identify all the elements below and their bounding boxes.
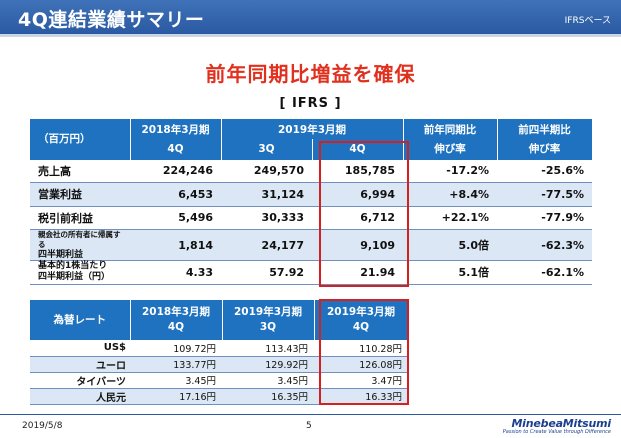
header-fy2019: 2019年3月期	[221, 119, 404, 139]
value-cell: 6,712	[312, 206, 403, 230]
fx-value: 113.43円	[222, 340, 314, 357]
logo-tagline: Passion to Create Value through Differen…	[502, 429, 611, 435]
fx-header-col2-line1: 2019年3月期	[233, 306, 303, 318]
page-number: 5	[306, 421, 312, 431]
value-cell: 1,814	[130, 229, 221, 261]
yoy-cell: +22.1%	[403, 206, 497, 230]
fx-value: 110.28円	[314, 340, 408, 357]
fx-value: 16.33円	[314, 388, 408, 405]
ifrs-label: [ IFRS ]	[279, 96, 342, 111]
table-row: 人民元 17.16円 16.35円 16.33円	[30, 388, 408, 405]
header-yoy: 前年同期比	[403, 119, 498, 139]
table-row: 売上高 224,246 249,570 185,785 -17.2% -25.6…	[30, 158, 592, 183]
fx-header-col1: 2018年3月期 4Q	[130, 300, 223, 340]
row-label: 税引前利益	[30, 206, 130, 230]
value-cell: 9,109	[312, 229, 403, 261]
row-label: 売上高	[30, 158, 130, 183]
currency-label: ユーロ	[30, 356, 130, 373]
fx-header-col3: 2019年3月期 4Q	[314, 300, 409, 340]
results-table: （百万円） 2018年3月期 2019年3月期 前年同期比 前四半期比 4Q 3…	[30, 119, 593, 285]
subheader-2019-4q: 4Q	[312, 139, 404, 159]
fx-header-label: 為替レート	[30, 300, 131, 340]
table-row: 基本的1株当たり 四半期利益（円） 4.33 57.92 21.94 5.1倍 …	[30, 260, 592, 285]
value-cell: 21.94	[312, 260, 403, 285]
highlight-box-fx-4q	[319, 299, 409, 405]
headline: 前年同期比増益を確保	[205, 62, 416, 86]
qoq-cell: -77.5%	[497, 182, 592, 207]
fx-value: 133.77円	[130, 356, 222, 373]
value-cell: 6,453	[130, 182, 221, 207]
table-row: 税引前利益 5,496 30,333 6,712 +22.1% -77.9%	[30, 206, 592, 230]
results-subheader-row: 4Q 3Q 4Q 伸び率 伸び率	[30, 139, 593, 159]
yoy-cell: 5.0倍	[403, 229, 497, 261]
value-cell: 30,333	[221, 206, 312, 230]
fx-value: 17.16円	[130, 388, 222, 405]
row-label: 親会社の所有者に帰属する 四半期利益	[30, 229, 130, 261]
fx-header-col2: 2019年3月期 3Q	[222, 300, 315, 340]
qoq-cell: -62.3%	[497, 229, 592, 261]
currency-label: タイバーツ	[30, 372, 130, 389]
row-label-line1: 親会社の所有者に帰属する	[38, 230, 121, 249]
value-cell: 249,570	[221, 158, 312, 183]
fx-value: 3.45円	[130, 372, 222, 389]
subheader-yoy-rate: 伸び率	[403, 139, 498, 159]
currency-label: US$	[30, 340, 130, 357]
currency-label: 人民元	[30, 388, 130, 405]
qoq-cell: -77.9%	[497, 206, 592, 230]
fx-value: 109.72円	[130, 340, 222, 357]
fx-value: 126.08円	[314, 356, 408, 373]
value-cell: 224,246	[130, 158, 221, 183]
subheader-qoq-rate: 伸び率	[497, 139, 593, 159]
row-label-line2: 四半期利益（円）	[38, 272, 111, 283]
qoq-cell: -62.1%	[497, 260, 592, 285]
qoq-cell: -25.6%	[497, 158, 592, 183]
subheader-2019-3q: 3Q	[221, 139, 313, 159]
subheader-2018-4q: 4Q	[130, 139, 222, 159]
value-cell: 57.92	[221, 260, 312, 285]
fx-value: 129.92円	[222, 356, 314, 373]
header-qoq: 前四半期比	[497, 119, 593, 139]
slide-title: 4Q連結業績サマリー	[18, 9, 205, 31]
yoy-cell: -17.2%	[403, 158, 497, 183]
table-row: タイバーツ 3.45円 3.45円 3.47円	[30, 372, 408, 389]
table-row: US$ 109.72円 113.43円 110.28円	[30, 340, 408, 357]
value-cell: 5,496	[130, 206, 221, 230]
logo-wordmark: MinebeaMitsumi	[511, 417, 611, 430]
highlight-box-results-4q	[319, 141, 409, 287]
yoy-cell: +8.4%	[403, 182, 497, 207]
footer-date: 2019/5/8	[22, 421, 63, 431]
value-cell: 6,994	[312, 182, 403, 207]
fx-header-col2-line2: 3Q	[259, 321, 277, 333]
yoy-cell: 5.1倍	[403, 260, 497, 285]
fx-header-col3-line1: 2019年3月期	[326, 306, 396, 318]
unit-header: （百万円）	[30, 119, 131, 159]
table-row: 親会社の所有者に帰属する 四半期利益 1,814 24,177 9,109 5.…	[30, 229, 592, 261]
value-cell: 31,124	[221, 182, 312, 207]
fx-header-row: 為替レート 2018年3月期 4Q 2019年3月期 3Q 2019年3月期 4…	[30, 300, 409, 340]
fx-header-col1-line2: 4Q	[167, 321, 185, 333]
fx-value: 3.47円	[314, 372, 408, 389]
fx-header-col1-line1: 2018年3月期	[141, 306, 211, 318]
table-row: ユーロ 133.77円 129.92円 126.08円	[30, 356, 408, 373]
fx-header-col3-line2: 4Q	[352, 321, 370, 333]
header-divider	[0, 34, 621, 37]
footer-divider	[0, 414, 621, 415]
results-header-row: （百万円） 2018年3月期 2019年3月期 前年同期比 前四半期比	[30, 119, 593, 159]
row-label: 営業利益	[30, 182, 130, 207]
row-label: 基本的1株当たり 四半期利益（円）	[30, 260, 130, 285]
value-cell: 24,177	[221, 229, 312, 261]
row-label-line2: 四半期利益	[38, 250, 84, 260]
fx-rate-table: 為替レート 2018年3月期 4Q 2019年3月期 3Q 2019年3月期 4…	[30, 300, 409, 405]
fx-value: 3.45円	[222, 372, 314, 389]
accounting-basis-label: IFRSベース	[564, 16, 611, 26]
fx-value: 16.35円	[222, 388, 314, 405]
slide-header: 4Q連結業績サマリー IFRSベース	[0, 0, 621, 34]
company-logo: MinebeaMitsumi Passion to Create Value t…	[503, 417, 611, 435]
value-cell: 4.33	[130, 260, 221, 285]
table-row: 営業利益 6,453 31,124 6,994 +8.4% -77.5%	[30, 182, 592, 207]
value-cell: 185,785	[312, 158, 403, 183]
header-fy2018: 2018年3月期	[130, 119, 222, 139]
row-label-line1: 基本的1株当たり	[38, 261, 108, 272]
